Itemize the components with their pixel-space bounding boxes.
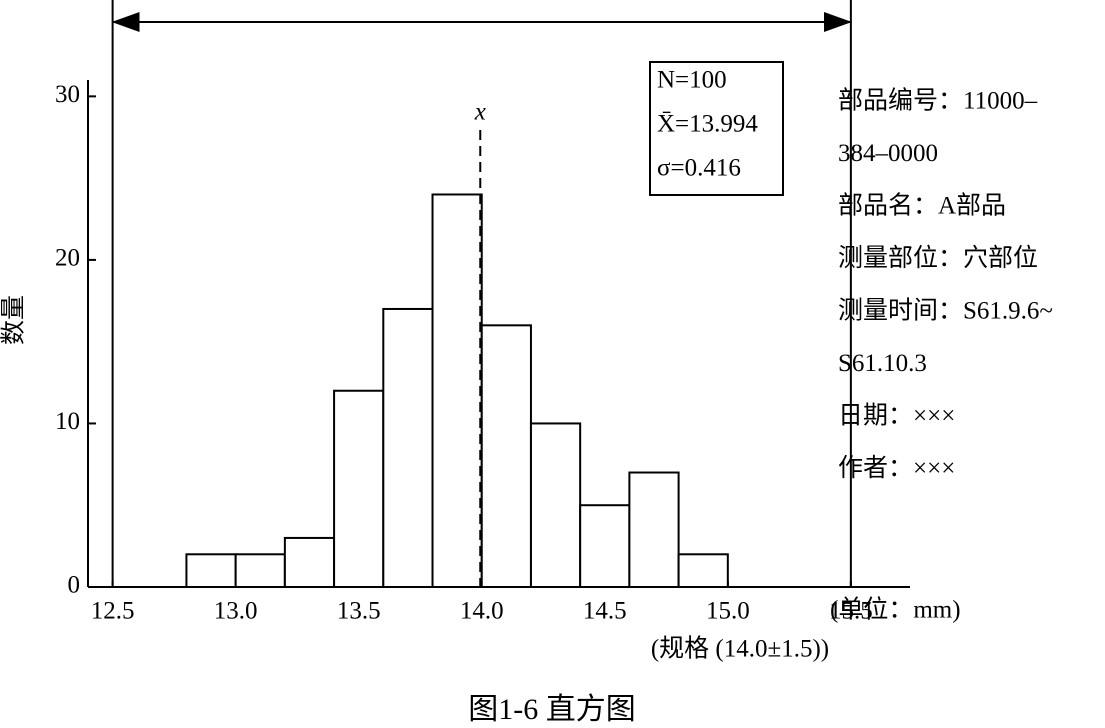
mean-label: x: [474, 99, 486, 126]
bar: [431, 193, 483, 589]
info-line: S61.10.3: [838, 350, 927, 377]
x-tick-label: 14.0: [460, 598, 504, 625]
bar: [234, 553, 286, 589]
stats-box: [649, 61, 784, 196]
y-tick-label: 20: [55, 245, 80, 272]
info-line: 作者：×××: [838, 454, 955, 482]
bar: [480, 324, 532, 588]
bar: [529, 422, 582, 588]
info-line: 测量时间：S61.9.6~: [838, 297, 1053, 325]
caption: 图1-6 直方图: [468, 693, 636, 726]
stat: X̄=13.994: [657, 111, 758, 138]
stat: N=100: [657, 67, 727, 94]
info-line: 部品编号：11000–: [838, 87, 1038, 115]
x-tick-label: 14.5: [583, 598, 627, 625]
x-unit: (单位：mm): [830, 596, 961, 624]
info-line: 日期：×××: [838, 403, 955, 430]
info-line: 384–0000: [838, 140, 938, 167]
x-tick-label: 13.5: [337, 598, 381, 625]
x-tick-label: 13.0: [214, 598, 258, 625]
bar: [283, 536, 336, 589]
y-axis-label: 数量: [0, 295, 28, 345]
bar: [579, 504, 631, 588]
x-tick-label: 12.5: [91, 598, 135, 625]
y-tick-label: 0: [68, 572, 81, 599]
spec-text: (规格 (14.0±1.5)): [651, 635, 829, 663]
stat: σ=0.416: [657, 155, 741, 182]
bar: [628, 471, 680, 589]
x-tick-label: 15.0: [706, 598, 750, 625]
x-tick-label: 15.5: [829, 598, 873, 625]
y-tick-label: 10: [55, 408, 80, 435]
info-line: 部品名：A部品: [838, 192, 1006, 220]
y-tick-label: 30: [55, 81, 80, 108]
bar: [382, 307, 434, 588]
info-line: 测量部位：穴部位: [838, 244, 1038, 272]
bar: [333, 389, 385, 589]
bar: [185, 553, 237, 589]
bar: [677, 553, 729, 589]
